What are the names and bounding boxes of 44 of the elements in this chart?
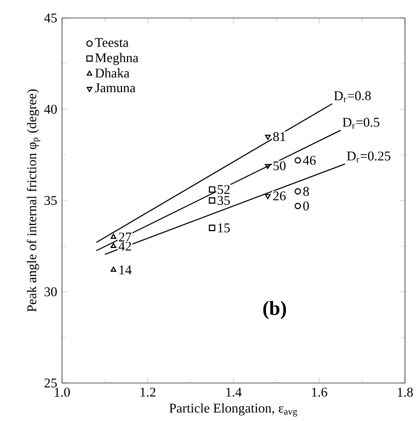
- x-tick-label: 1.6: [312, 388, 328, 397]
- legend-label: Teesta: [95, 38, 129, 48]
- annotation: 15: [218, 223, 230, 232]
- annotation: 81: [273, 132, 286, 142]
- annotation: 14: [120, 265, 132, 274]
- annotation: 42: [118, 242, 131, 251]
- annotation: 52: [218, 185, 230, 194]
- point: [264, 134, 271, 140]
- x-tick-label: 1.8: [398, 388, 413, 397]
- legend-label: Jamuna: [95, 83, 136, 92]
- point: [264, 194, 271, 200]
- x-tick-label: 1.2: [140, 388, 156, 397]
- point: [294, 202, 302, 210]
- x-tick-label: 1.0: [54, 388, 70, 397]
- point: [110, 242, 116, 248]
- y-tick-label: 30: [44, 287, 57, 296]
- annotation: (b): [263, 300, 286, 320]
- y-tick-label: 40: [44, 104, 57, 114]
- point: [208, 224, 216, 232]
- series-label: D$_{r}$=0.5: [342, 118, 380, 129]
- y-tick-label: 35: [44, 196, 57, 205]
- y-tick-label: 25: [44, 378, 57, 388]
- point: [208, 197, 216, 204]
- x-axis-title: Particle Elongation, ε$_{avg}$: [169, 403, 298, 417]
- x-tick-label: 1.4: [226, 388, 242, 397]
- annotation: 8: [303, 186, 309, 196]
- annotation: 46: [302, 156, 316, 165]
- legend-label: Dhaka: [95, 68, 130, 78]
- point: [208, 186, 216, 193]
- y-tick-label: 45: [44, 14, 57, 22]
- point: [294, 157, 302, 164]
- point: [294, 188, 302, 195]
- legend-label: Meghna: [95, 52, 138, 66]
- annotation: 35: [218, 196, 230, 205]
- annotation: 26: [273, 191, 286, 200]
- series-label: D$_{r}$=0.25: [346, 152, 390, 162]
- series-label: D$_{r}$=0.8: [334, 91, 371, 102]
- annotation: 0: [303, 201, 309, 210]
- point: [264, 164, 271, 170]
- point: [110, 266, 116, 272]
- annotation: 50: [274, 161, 286, 170]
- annotation: 27: [118, 232, 132, 242]
- point: [110, 234, 116, 239]
- y-axis-title: Peak angle of internal friction φ$_{p}$ (degree): [26, 89, 40, 312]
